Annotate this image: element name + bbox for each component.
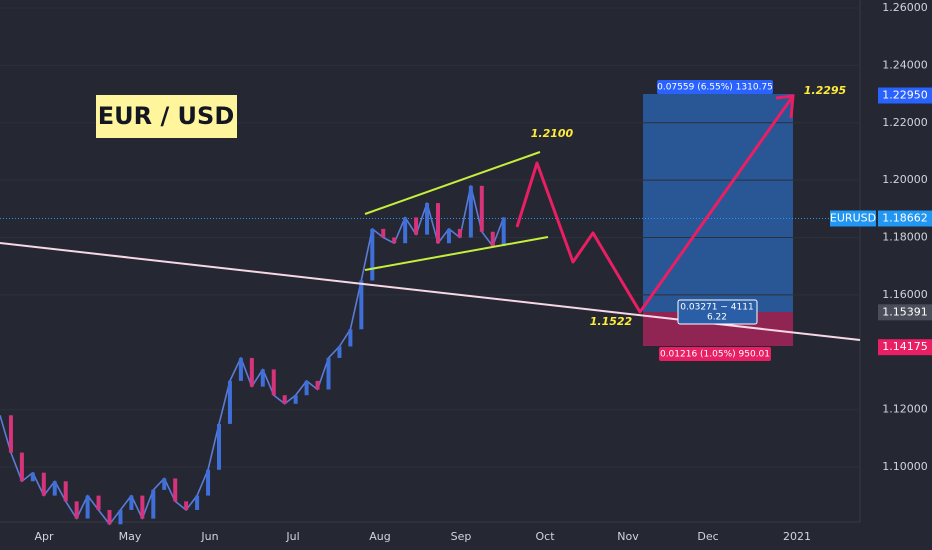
projection-path bbox=[515, 95, 795, 314]
annotation: 1.2100 bbox=[531, 127, 574, 140]
candle bbox=[446, 228, 451, 244]
candle bbox=[436, 203, 440, 244]
center-label-box bbox=[677, 299, 758, 325]
price-badge-label: 1.14175 bbox=[882, 340, 928, 353]
stop-label-box bbox=[659, 347, 771, 361]
candle bbox=[129, 495, 134, 510]
time-tick-label: 2021 bbox=[783, 530, 811, 543]
candle bbox=[425, 203, 430, 235]
candle bbox=[30, 472, 35, 482]
candle bbox=[227, 380, 232, 424]
price-badge bbox=[878, 210, 932, 227]
price-tick-label: 1.24000 bbox=[882, 58, 928, 71]
price-badge-label: 1.18662 bbox=[882, 211, 928, 224]
price-badge bbox=[878, 87, 932, 104]
candle bbox=[249, 357, 254, 387]
candle bbox=[8, 415, 13, 453]
time-tick-label: Apr bbox=[34, 530, 54, 543]
annotation: 1.2295 bbox=[804, 84, 847, 97]
time-tick-label: Sep bbox=[451, 530, 472, 543]
price-tick-label: 1.10000 bbox=[882, 460, 928, 473]
candle bbox=[41, 472, 46, 496]
candle bbox=[85, 495, 90, 519]
target-label-box bbox=[657, 80, 773, 94]
price-badge bbox=[878, 304, 932, 321]
candle bbox=[337, 346, 342, 358]
candle bbox=[19, 452, 24, 482]
candle bbox=[118, 509, 123, 525]
candle bbox=[282, 395, 287, 404]
stop-label: 0.01216 (1.05%) 950.01 bbox=[660, 350, 770, 360]
candle bbox=[381, 228, 386, 238]
candle bbox=[359, 280, 364, 330]
price-tick-label: 1.20000 bbox=[882, 173, 928, 186]
time-tick-label: Dec bbox=[697, 530, 718, 543]
price-badge bbox=[878, 339, 932, 356]
candle bbox=[74, 501, 79, 519]
projection-arrow bbox=[775, 94, 795, 119]
candle bbox=[501, 217, 506, 247]
target-label: 0.07559 (6.55%) 1310.75 bbox=[657, 83, 773, 93]
candle bbox=[326, 357, 331, 390]
candle bbox=[293, 395, 298, 404]
candle bbox=[348, 329, 353, 347]
candle bbox=[392, 237, 397, 244]
time-tick-label: Nov bbox=[617, 530, 639, 543]
candle bbox=[479, 185, 484, 232]
time-tick-label: Oct bbox=[535, 530, 555, 543]
price-tick-label: 1.12000 bbox=[882, 403, 928, 416]
time-tick-label: Jul bbox=[285, 530, 299, 543]
candle bbox=[107, 509, 112, 525]
center-label: 0.03271 ~ 4111 bbox=[680, 303, 753, 313]
symbol-badge bbox=[830, 210, 876, 227]
price-tick-label: 1.26000 bbox=[882, 1, 928, 14]
candle bbox=[195, 495, 200, 510]
candle bbox=[468, 185, 473, 238]
candle bbox=[63, 481, 68, 502]
symbol-label: EURUSD bbox=[830, 211, 876, 224]
candle bbox=[140, 495, 145, 519]
time-tick-label: Aug bbox=[369, 530, 390, 543]
candle bbox=[304, 380, 309, 396]
candle bbox=[217, 423, 221, 470]
candle bbox=[173, 478, 178, 502]
candle bbox=[260, 369, 265, 387]
candle bbox=[315, 380, 320, 390]
price-layer bbox=[0, 7, 860, 526]
title-box bbox=[96, 95, 237, 138]
candle bbox=[414, 217, 419, 235]
chart-title: EUR / USD bbox=[98, 102, 235, 130]
price-tick-label: 1.18000 bbox=[882, 230, 928, 243]
candle bbox=[238, 357, 243, 381]
candle bbox=[271, 369, 276, 396]
center-label: 6.22 bbox=[707, 313, 727, 323]
price-badge-label: 1.15391 bbox=[882, 305, 928, 318]
annotation: 1.1522 bbox=[590, 315, 633, 328]
wedge-lower bbox=[364, 236, 549, 271]
candle bbox=[96, 495, 101, 510]
candle bbox=[490, 231, 495, 247]
candle bbox=[457, 228, 462, 238]
candle bbox=[403, 217, 408, 244]
candle bbox=[184, 501, 189, 510]
candle bbox=[370, 228, 375, 281]
price-tick-label: 1.16000 bbox=[882, 288, 928, 301]
candle bbox=[162, 478, 167, 490]
time-tick-label: Jun bbox=[200, 530, 218, 543]
candle bbox=[206, 469, 211, 496]
candle bbox=[151, 489, 156, 519]
candle bbox=[52, 481, 57, 496]
wedge-upper bbox=[364, 151, 541, 215]
time-tick-label: May bbox=[119, 530, 142, 543]
price-tick-label: 1.22000 bbox=[882, 116, 928, 129]
price-badge-label: 1.22950 bbox=[882, 89, 928, 102]
